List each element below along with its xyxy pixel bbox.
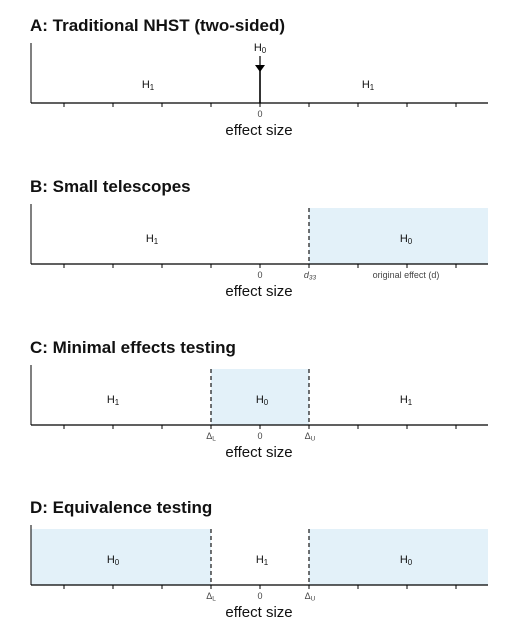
region-label: H1: [142, 79, 154, 91]
h0-region-left: [31, 529, 211, 585]
panel-c: C: Minimal effects testing H1 H0 H1 ΔL 0…: [0, 322, 519, 483]
axis-title: effect size: [225, 283, 292, 300]
tick-label: ΔL: [206, 431, 216, 441]
tick-label: original effect (d): [373, 270, 440, 280]
region-label: H0: [107, 554, 119, 566]
region-label: H1: [146, 233, 158, 245]
region-label: H0: [256, 394, 268, 406]
tick-label: ΔU: [305, 591, 316, 601]
h0-point-label: H0: [254, 42, 266, 54]
axis-title: effect size: [225, 604, 292, 621]
x-ticks: [64, 425, 456, 429]
h0-region-right: [309, 529, 488, 585]
tick-label: 0: [257, 591, 262, 601]
tick-label: d33: [304, 270, 316, 280]
panel-b: B: Small telescopes H1 H0 0 d33 original…: [0, 161, 519, 322]
h0-region: [309, 208, 488, 264]
tick-label: 0: [257, 270, 262, 280]
region-label: H1: [256, 554, 268, 566]
region-label: H1: [400, 394, 412, 406]
null-arrow-icon: [255, 65, 265, 72]
tick-label: ΔL: [206, 591, 216, 601]
axis-title: effect size: [225, 122, 292, 139]
panel-d: D: Equivalence testing H0 H1 H0 ΔL 0 ΔU …: [0, 482, 519, 643]
x-ticks: [64, 264, 456, 268]
region-label: H0: [400, 554, 412, 566]
tick-label: ΔU: [305, 431, 316, 441]
tick-label: 0: [257, 431, 262, 441]
region-label: H1: [362, 79, 374, 91]
tick-label: 0: [257, 109, 262, 119]
region-label: H0: [400, 233, 412, 245]
panel-a: A: Traditional NHST (two-sided) H0 H1 H1…: [0, 0, 519, 161]
region-label: H1: [107, 394, 119, 406]
axis-title: effect size: [225, 444, 292, 461]
